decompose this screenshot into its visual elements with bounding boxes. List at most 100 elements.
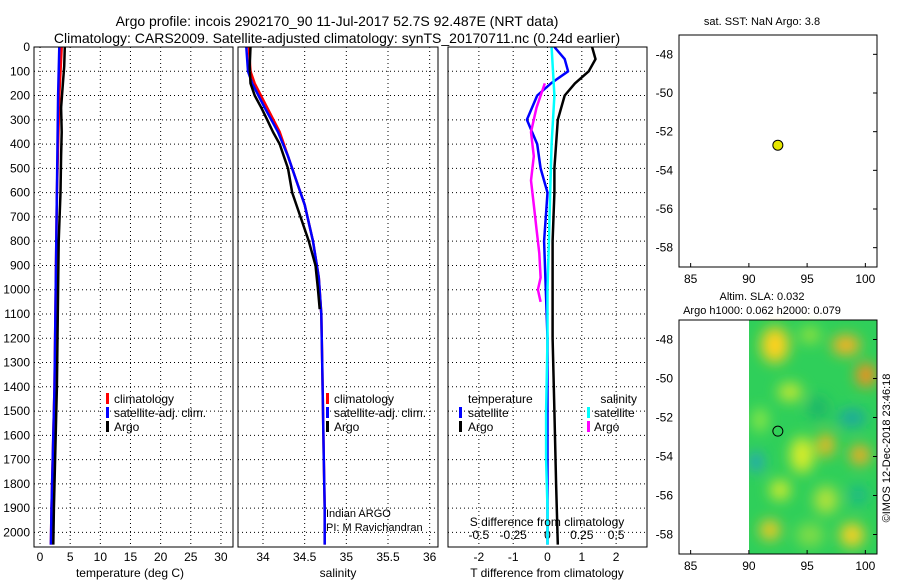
legend-label-s-argo: Argo (594, 420, 620, 434)
x-tick-label: 2 (613, 550, 620, 564)
sla-heatmap (749, 320, 877, 554)
legend-swatch-s-argo (587, 421, 590, 432)
y-tick-label: 500 (10, 161, 30, 175)
map-y-tick-label: -54 (656, 450, 674, 464)
map-y-tick-label: -48 (656, 333, 674, 347)
legend-label-s-satellite: satellite (594, 406, 635, 420)
temperature-frame (33, 46, 234, 548)
y-tick-label: 900 (10, 258, 30, 272)
legend-swatch-satellite (326, 407, 329, 418)
legend-label-t-satellite: satellite (468, 406, 509, 420)
salinity-frame (237, 46, 439, 548)
y-tick-label: 1000 (3, 283, 30, 297)
salinity-series (245, 47, 326, 545)
argo-float-marker (772, 425, 784, 437)
y-tick-label: 800 (10, 234, 30, 248)
y-tick-label: 0 (23, 40, 30, 54)
map-x-tick-label: 95 (800, 559, 814, 573)
imos-side-label: ©IMOS 12-Dec-2018 23:46:18 (881, 374, 893, 523)
annotation-indian-argo: Indian ARGO (326, 508, 391, 520)
map-x-tick-label: 95 (800, 272, 814, 286)
difference-xlabel2: S difference from climatology (470, 515, 625, 529)
salinity-x-ticks: 34 34.5 35 35.5 36 (256, 550, 436, 564)
x-tick-label: 1 (578, 550, 585, 564)
legend-swatch-argo (326, 421, 329, 432)
x-tick-label: 36 (423, 550, 437, 564)
map-y-tick-label: -58 (656, 528, 674, 542)
y-tick-label: 700 (10, 210, 30, 224)
series-line-t-argo (551, 47, 597, 545)
map-x-tick-label: 85 (684, 272, 698, 286)
series-line-climatology (247, 47, 326, 545)
map-x-tick-label: 100 (855, 559, 875, 573)
x-tick-label: 30 (214, 550, 228, 564)
x-tick-label: 34.5 (293, 550, 317, 564)
x-tick-label: 35 (340, 550, 354, 564)
sla-map-frame (678, 319, 878, 555)
x-tick-label: 34 (256, 550, 270, 564)
y-tick-label: 1600 (3, 428, 30, 442)
salinity-xlabel: salinity (320, 566, 357, 580)
series-line-satellite-adj-clim- (49, 47, 61, 545)
y-tick-label: 1900 (3, 501, 30, 515)
temperature-series (49, 47, 67, 545)
sst-map-ticks: 85 90 95 100 -48 -50 -52 -54 -56 -58 (656, 47, 877, 286)
y-tick-label: 1100 (4, 307, 30, 321)
sla-map-panel: Altim. SLA: 0.032 Argo h1000: 0.062 h200… (656, 291, 893, 573)
series-line-s-argo (529, 82, 546, 303)
y-tick-label: 1400 (3, 380, 30, 394)
map-y-tick-label: -48 (656, 47, 674, 61)
map-y-tick-label: -52 (656, 125, 674, 139)
temperature-y-ticks: 0 100 200 300 400 500 600 700 800 900 1000 1100 1200… (3, 40, 30, 539)
x-tick-label: 35.5 (376, 550, 400, 564)
x-tick-label: -2 (474, 550, 485, 564)
map-y-tick-label: -54 (656, 163, 674, 177)
sla-map-title2: Argo h1000: 0.062 h2000: 0.079 (683, 305, 841, 317)
difference-xlabel: T difference from climatology (470, 566, 624, 580)
y-tick-label: 600 (10, 186, 30, 200)
y-tick-label: 200 (10, 89, 30, 103)
temperature-panel: 0 5 10 15 20 25 30 0 100 200 300 400 500 600 700 800 90… (3, 40, 234, 580)
legend-swatch-climatology (106, 393, 109, 404)
legend-swatch-t-satellite (459, 407, 462, 418)
argo-float-marker (772, 139, 784, 151)
y-tick-label: 300 (10, 113, 30, 127)
legend-label-argo: Argo (334, 420, 360, 434)
legend-swatch-s-satellite (587, 407, 590, 418)
map-y-tick-label: -56 (656, 202, 674, 216)
figure-title-line1: Argo profile: incois 2902170_90 11-Jul-2… (116, 13, 559, 29)
x-tick-label: 15 (124, 550, 138, 564)
sst-map-frame (678, 34, 878, 268)
difference-x-ticks: -2 -1 0 1 2-0.5 -0.25 0 0.25 0.5 (469, 528, 625, 564)
salinity-legend: climatology satellite-adj. clim. Argo (326, 392, 426, 434)
legend-label-t-argo: Argo (468, 420, 494, 434)
y-tick-label: 100 (10, 64, 30, 78)
figure-title-line2: Climatology: CARS2009. Satellite-adjuste… (54, 30, 620, 46)
legend-label-argo: Argo (114, 420, 140, 434)
sst-map-panel: sat. SST: NaN Argo: 3.8 85 90 95 100 -48 -50 -… (656, 16, 878, 286)
y-tick-label: 1200 (3, 331, 30, 345)
series-line-s-satellite (544, 47, 556, 545)
x-tick-label: -1 (508, 550, 519, 564)
difference-series (525, 47, 597, 545)
x-tick-label: 10 (94, 550, 108, 564)
x2-tick-label: 0.5 (608, 528, 625, 542)
x2-tick-label: -0.25 (500, 528, 528, 542)
legend-label-climatology: climatology (114, 392, 174, 406)
x-tick-label: 0 (544, 550, 551, 564)
y-tick-label: 400 (10, 137, 30, 151)
map-y-tick-label: -50 (656, 372, 674, 386)
map-x-tick-label: 85 (684, 559, 698, 573)
legend-label-satellite: satellite-adj. clim. (114, 406, 206, 420)
temperature-grid (34, 46, 233, 547)
temperature-legend: climatology satellite-adj. clim. Argo (106, 392, 206, 434)
x2-tick-label: -0.5 (469, 528, 490, 542)
sst-map-title: sat. SST: NaN Argo: 3.8 (704, 16, 820, 28)
salinity-panel: 34 34.5 35 35.5 36 salinity climatology sate… (237, 46, 439, 580)
sla-map-points (772, 425, 784, 437)
x-tick-label: 5 (67, 550, 74, 564)
series-line-satellite-adj-clim- (245, 47, 326, 545)
difference-panel: -2 -1 0 1 2-0.5 -0.25 0 0.25 0.5 T difference fr… (447, 46, 648, 580)
salinity-grid (238, 46, 438, 547)
